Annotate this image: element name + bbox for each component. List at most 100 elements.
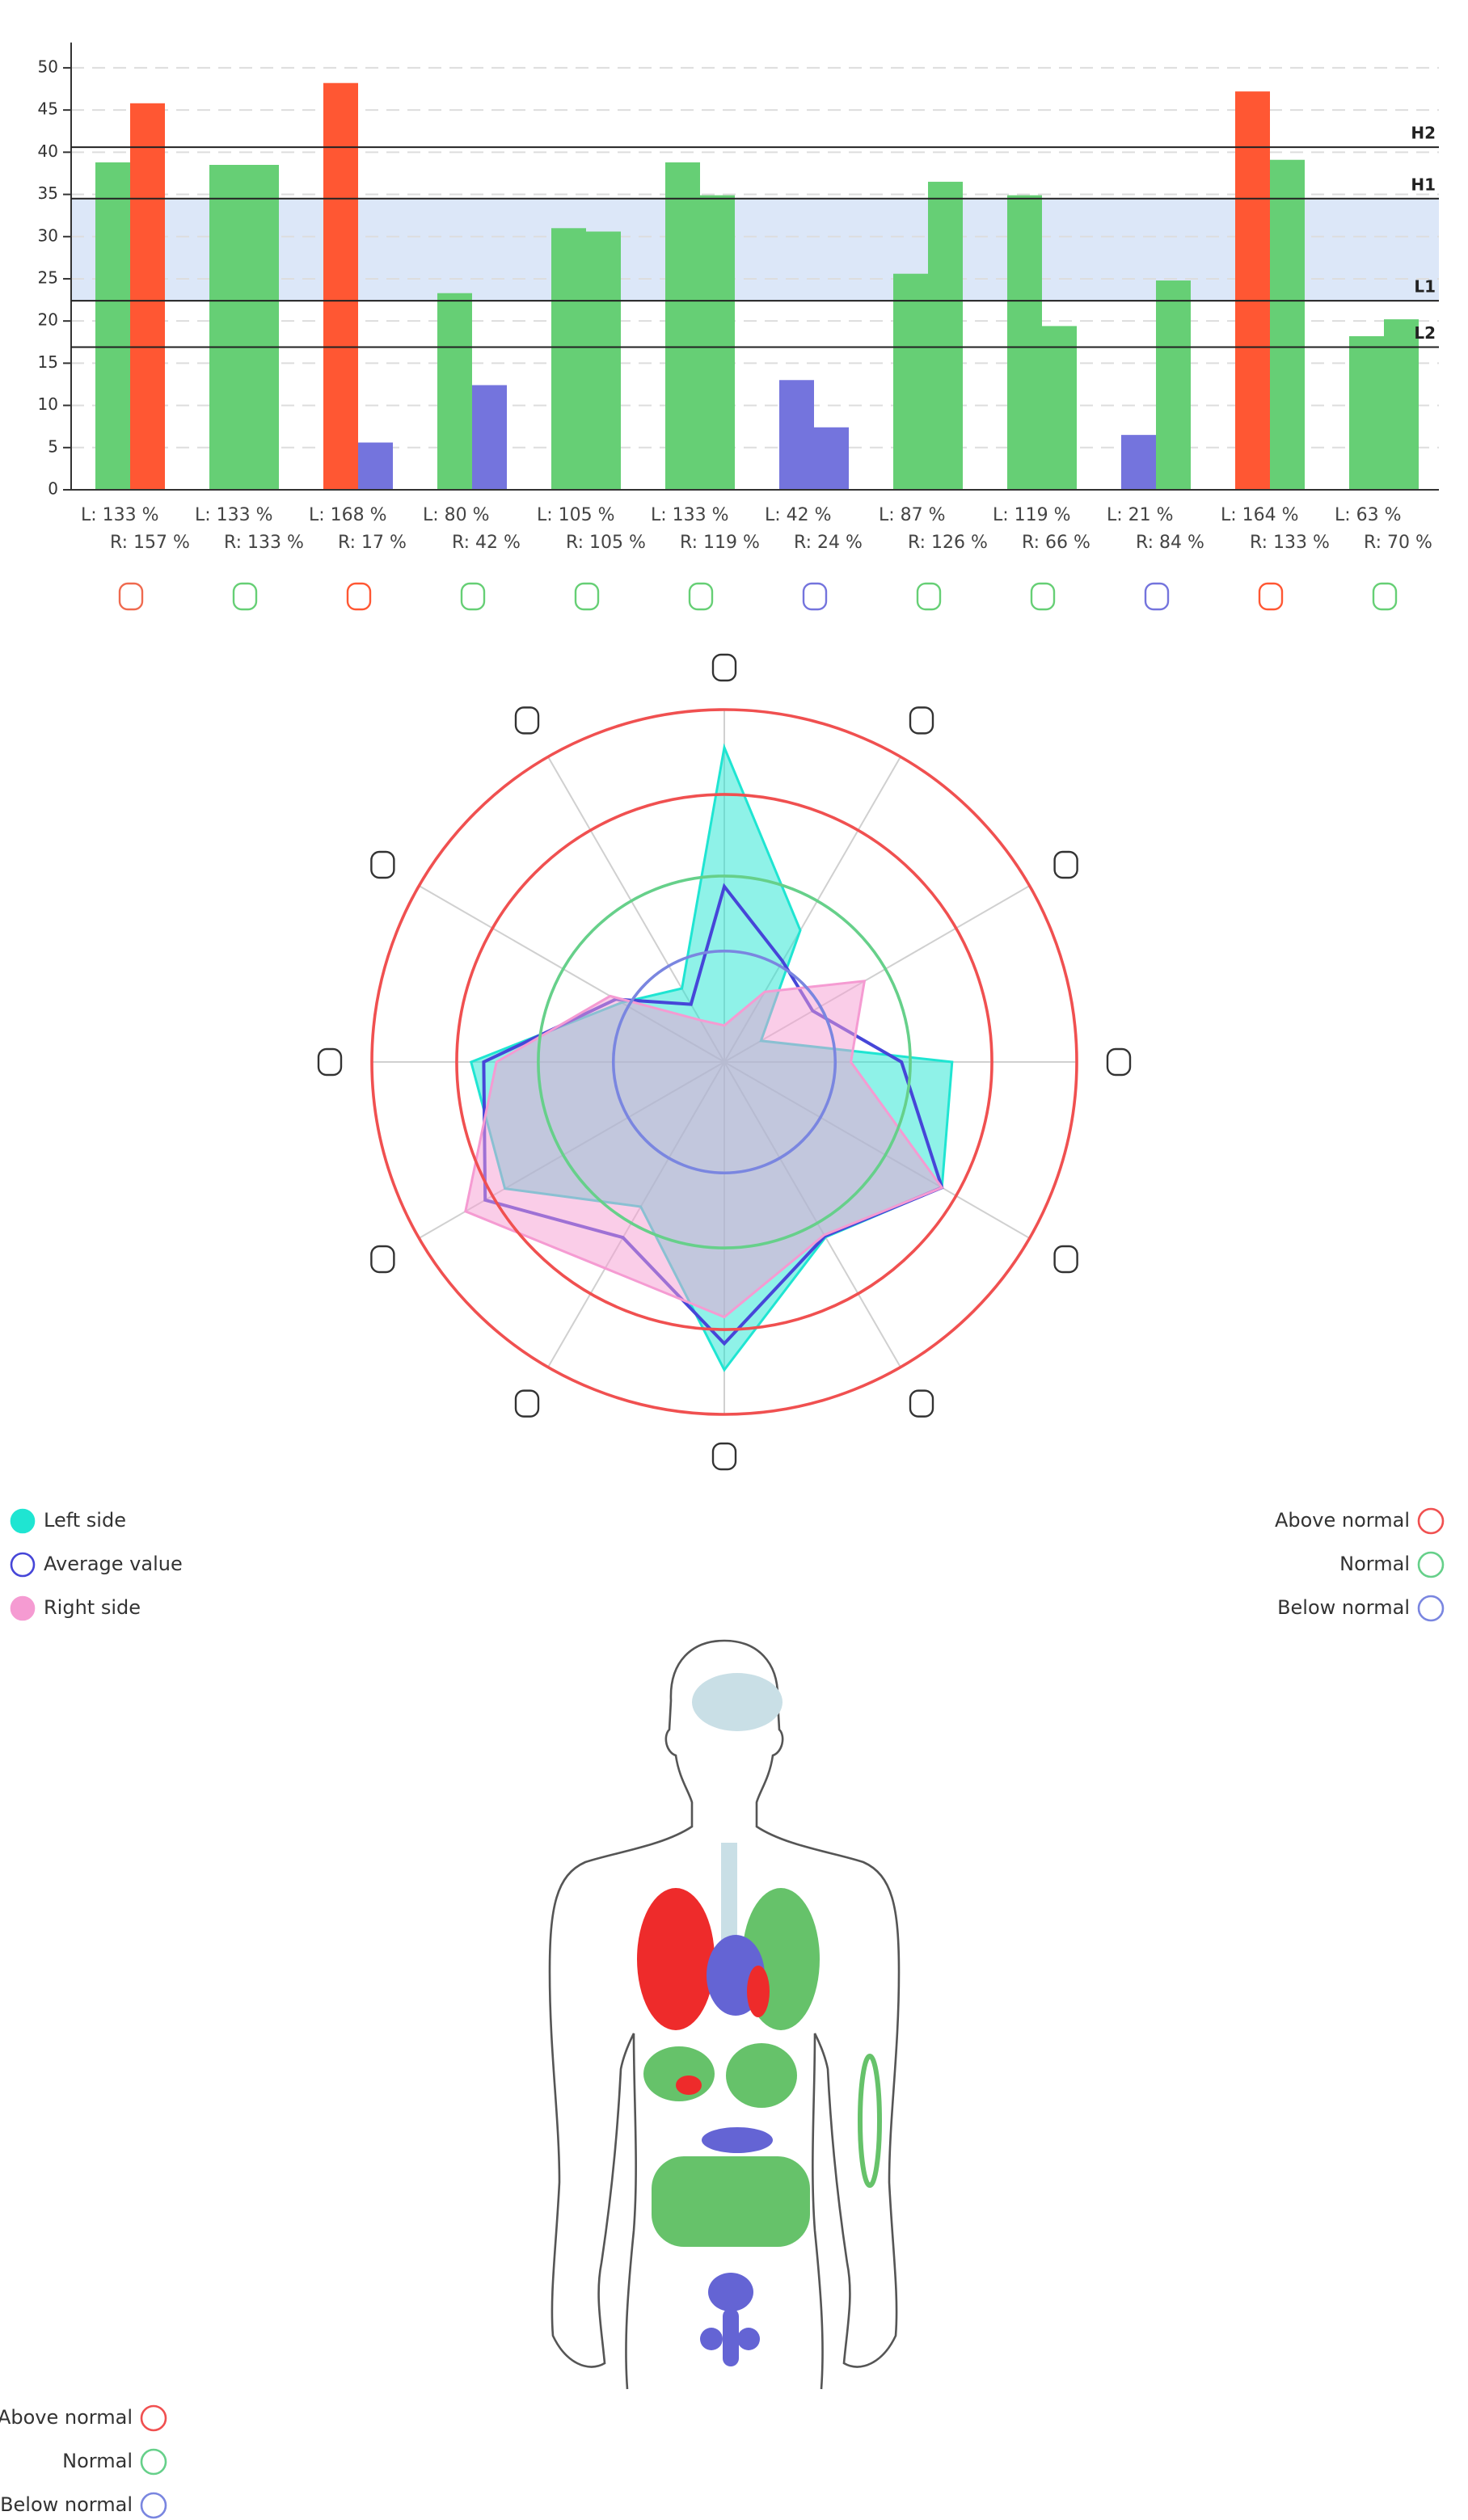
- organ-icon: [514, 1389, 540, 1418]
- body-outline: [723, 1639, 901, 2391]
- left-label: L: 133 %: [195, 505, 273, 525]
- organ: [737, 2328, 760, 2350]
- vessel: [858, 2054, 882, 2188]
- legend-label: Average value: [44, 1553, 183, 1575]
- legend-swatch: [1417, 1551, 1445, 1578]
- right-label: R: 133 %: [224, 533, 304, 553]
- right-label: R: 66 %: [1022, 533, 1090, 553]
- ring: [370, 708, 1078, 1416]
- organ-icon: [1053, 1245, 1078, 1274]
- left-label: L: 63 %: [1335, 505, 1402, 525]
- organ-icon: [711, 1442, 737, 1471]
- y-tick-label: 30: [38, 225, 58, 245]
- bar: [1349, 335, 1384, 490]
- organ-icon: [1030, 582, 1056, 611]
- organ-icon: [688, 582, 714, 611]
- radar-area: [464, 980, 944, 1319]
- heart: [747, 1966, 770, 2017]
- legend-swatch: [140, 2448, 167, 2476]
- y-tick-label: 25: [38, 268, 58, 287]
- organ-icon: [1372, 582, 1398, 611]
- legend-label: Left side: [44, 1509, 126, 1532]
- organ-icon: [909, 706, 934, 735]
- y-tick-label: 10: [38, 394, 58, 414]
- organ-icon: [370, 1245, 395, 1274]
- reference-label: H1: [1411, 175, 1436, 194]
- y-tick-label: 5: [48, 436, 58, 456]
- organ-icon: [1258, 582, 1284, 611]
- left-label: L: 21 %: [1107, 505, 1174, 525]
- organ-icon: [370, 850, 395, 879]
- bar: [1042, 326, 1077, 490]
- reference-label: L2: [1414, 323, 1436, 343]
- legend-swatch: [140, 2404, 167, 2432]
- ring: [455, 793, 993, 1331]
- right-label: R: 70 %: [1364, 533, 1432, 553]
- organ-icon: [514, 706, 540, 735]
- y-tick-label: 50: [38, 57, 58, 76]
- organ-icon: [916, 582, 942, 611]
- left-label: L: 168 %: [309, 505, 387, 525]
- bar: [1235, 91, 1270, 490]
- left-label: L: 133 %: [81, 505, 159, 525]
- organ: [700, 2328, 723, 2350]
- organ-icon: [1106, 1047, 1132, 1077]
- bar: [209, 165, 244, 490]
- legend-label: Below normal: [0, 2493, 133, 2516]
- bar: [700, 195, 735, 491]
- stomach: [726, 2043, 797, 2108]
- legend-swatch: [140, 2492, 167, 2519]
- normal-band: [71, 198, 1439, 301]
- bar: [586, 231, 621, 490]
- left-label: L: 119 %: [993, 505, 1071, 525]
- ring: [537, 874, 912, 1249]
- bar: [551, 228, 586, 490]
- legend-swatch: [1417, 1507, 1445, 1535]
- liver: [643, 2046, 715, 2101]
- bar: [472, 385, 507, 490]
- bar: [814, 427, 849, 490]
- organ-icon: [1144, 582, 1170, 611]
- organ-icon: [346, 582, 372, 611]
- right-label: R: 133 %: [1250, 533, 1330, 553]
- right-label: R: 157 %: [110, 533, 190, 553]
- legend-label: Right side: [44, 1596, 141, 1619]
- bar: [95, 162, 130, 490]
- bar: [1156, 280, 1191, 490]
- gallbladder: [676, 2075, 702, 2095]
- pancreas: [702, 2127, 773, 2153]
- left-label: L: 87 %: [879, 505, 946, 525]
- bar: [1270, 159, 1305, 490]
- right-label: R: 126 %: [908, 533, 988, 553]
- organ-icon: [1053, 850, 1078, 879]
- body-outline: [548, 1639, 725, 2390]
- reference-label: H2: [1411, 124, 1436, 143]
- legend-swatch: [10, 1595, 36, 1621]
- ring: [611, 949, 837, 1175]
- legend-swatch: [10, 1552, 36, 1578]
- bar: [358, 442, 393, 490]
- organ-icon: [711, 653, 737, 682]
- left-label: L: 164 %: [1221, 505, 1299, 525]
- bar: [928, 181, 963, 491]
- bar: [1384, 319, 1419, 490]
- right-label: R: 105 %: [566, 533, 646, 553]
- bar: [1121, 435, 1156, 490]
- bar: [1007, 195, 1042, 491]
- y-tick-label: 40: [38, 141, 58, 161]
- right-label: R: 119 %: [680, 533, 760, 553]
- legend-swatch: [1417, 1595, 1445, 1622]
- body-diagram: [548, 1639, 901, 2391]
- legend-label: Normal: [62, 2450, 133, 2472]
- right-label: R: 17 %: [338, 533, 407, 553]
- left-label: L: 133 %: [651, 505, 729, 525]
- legend-label: Below normal: [1277, 1596, 1410, 1619]
- reference-label: L1: [1414, 277, 1436, 297]
- brain: [692, 1673, 783, 1731]
- left-label: L: 42 %: [765, 505, 832, 525]
- bladder: [708, 2273, 753, 2311]
- bar: [779, 380, 814, 490]
- bar: [323, 82, 358, 491]
